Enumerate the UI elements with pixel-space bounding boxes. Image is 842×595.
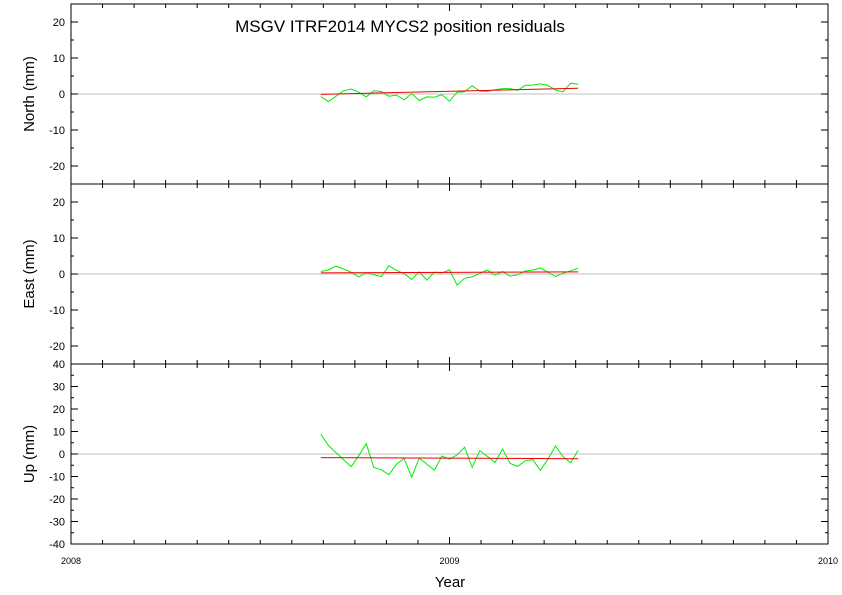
y-tick-label: 10 [53, 53, 65, 65]
panel-1: 20 10 0 -10 -20 East (mm) [21, 183, 829, 365]
y-tick-label: 10 [53, 427, 65, 439]
y-tick-label: -30 [49, 517, 65, 529]
x-tick-label: 2010 [818, 556, 838, 566]
y-tick-label: 0 [59, 89, 65, 101]
panel-2: 40 30 20 10 0 -10 -20 -30 -40 Up (mm) [21, 359, 829, 551]
y-tick-label: 0 [59, 269, 65, 281]
y-tick-label: -20 [49, 161, 65, 173]
y-tick-label: -20 [49, 341, 65, 353]
y-tick-label: -20 [49, 494, 65, 506]
y-tick-label: -10 [49, 125, 65, 137]
panel-0: 20 10 0 -10 -20 North (mm) [21, 3, 829, 185]
y-tick-label: 20 [53, 197, 65, 209]
y-tick-label: 40 [53, 359, 65, 371]
trend-line [320, 87, 579, 95]
y-axis-label: Up (mm) [21, 425, 38, 483]
x-axis-label: Year [435, 574, 465, 591]
y-tick-label: 20 [53, 17, 65, 29]
panel-frame [70, 363, 829, 545]
panels-layer: 20 10 0 -10 -20 North (mm) 20 10 0 -10 -20 East (mm… [21, 3, 829, 551]
residual-series [320, 82, 579, 103]
residual-series [320, 265, 579, 287]
trend-line [320, 457, 579, 460]
x-axis: 2008 2009 2010 [61, 556, 838, 566]
y-tick-label: 30 [53, 382, 65, 394]
y-tick-label: 10 [53, 233, 65, 245]
y-tick-label: -10 [49, 472, 65, 484]
y-tick-label: -10 [49, 305, 65, 317]
chart-title: MSGV ITRF2014 MYCS2 position residuals [235, 17, 565, 36]
residual-series [320, 433, 579, 479]
x-tick-label: 2008 [61, 556, 81, 566]
y-axis-label: East (mm) [21, 239, 38, 308]
y-tick-label: -40 [49, 539, 65, 551]
y-tick-label: 0 [59, 449, 65, 461]
y-axis-label: North (mm) [21, 56, 38, 132]
y-tick-label: 20 [53, 404, 65, 416]
x-tick-label: 2009 [439, 556, 459, 566]
trend-line [320, 271, 579, 274]
